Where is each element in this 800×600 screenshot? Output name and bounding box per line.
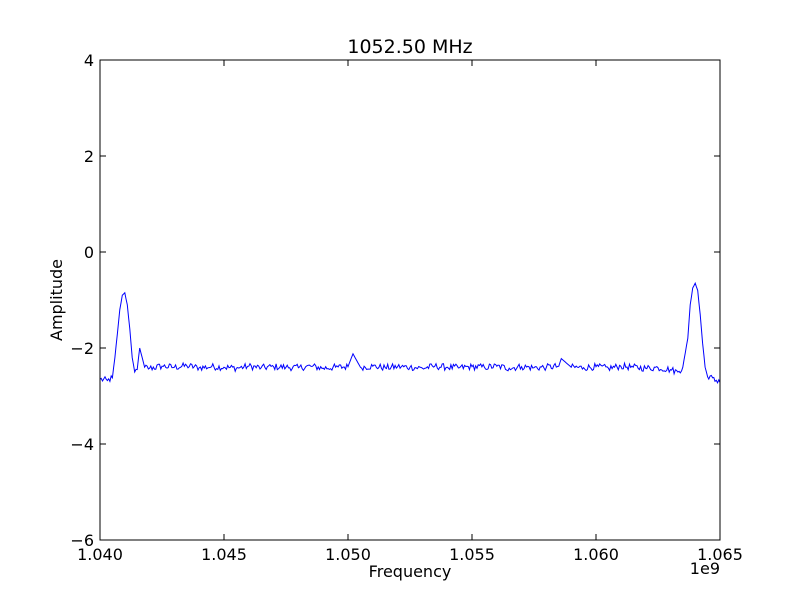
x-tick-label: 1.050 [325,545,371,564]
x-axis-label: Frequency [369,562,452,581]
x-tick-label: 1.040 [77,545,123,564]
y-tick-label: 4 [84,51,94,70]
x-offset-label: 1e9 [690,559,720,578]
y-tick-label: −2 [70,339,94,358]
y-tick-label: −6 [70,531,94,550]
x-tick-label: 1.065 [697,545,743,564]
y-tick-label: −4 [70,435,94,454]
plot-frame [99,59,721,541]
series-line [99,281,721,384]
plot-area [100,60,720,540]
x-tick-label: 1.055 [449,545,495,564]
y-tick-label: 2 [84,147,94,166]
chart-title: 1052.50 MHz [347,36,472,58]
y-axis-label: Amplitude [47,259,66,341]
ticks-layer: 1.040 1.045 1.050 1.055 1.060 1.065 4 2 0 −2 −4 −6 [70,51,743,564]
y-tick-label: 0 [84,243,94,262]
x-tick-label: 1.060 [573,545,619,564]
data-layer [99,281,721,384]
x-tick-label: 1.045 [201,545,247,564]
